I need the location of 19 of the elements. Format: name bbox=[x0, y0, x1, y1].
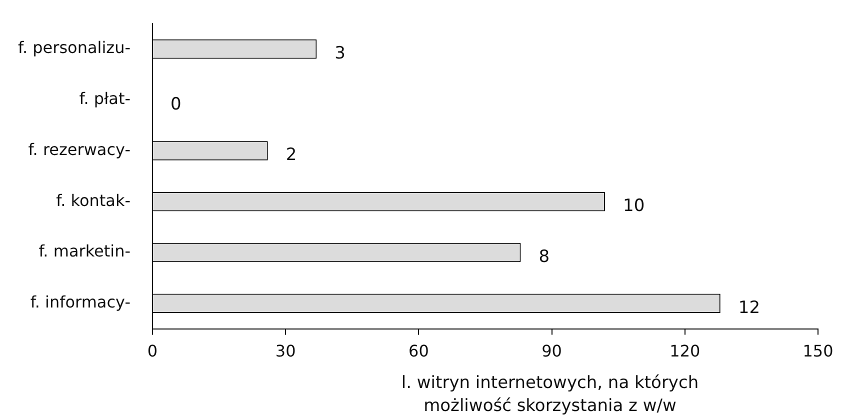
x-tick-label: 150 bbox=[802, 342, 834, 361]
y-tick-label: f. kontak- bbox=[56, 190, 130, 210]
annotation: 3 bbox=[334, 43, 346, 64]
x-tick-label: 90 bbox=[542, 342, 562, 361]
annotation: 2 bbox=[286, 145, 297, 166]
x-tick-label: 0 bbox=[147, 342, 158, 361]
y-tick-label: f. personalizu- bbox=[18, 38, 130, 58]
y-tick-label: f. rezerwacy- bbox=[28, 140, 130, 159]
x-tick-label: 120 bbox=[670, 342, 700, 361]
x-tick-label: 60 bbox=[408, 342, 429, 361]
annotation: 10 bbox=[623, 196, 645, 216]
x-axis-title: l. witryn internetowych, na których możliwość skorzystania z w/w bbox=[400, 372, 700, 418]
x-tick-label: 30 bbox=[275, 342, 296, 361]
y-tick-label: f. informacy- bbox=[30, 292, 130, 312]
annotation: 8 bbox=[538, 246, 550, 267]
annotation: 0 bbox=[170, 94, 182, 114]
y-tick-label: f. płat- bbox=[79, 89, 130, 108]
annotation: 12 bbox=[738, 298, 760, 318]
y-tick-label: f. marketin- bbox=[38, 242, 130, 261]
